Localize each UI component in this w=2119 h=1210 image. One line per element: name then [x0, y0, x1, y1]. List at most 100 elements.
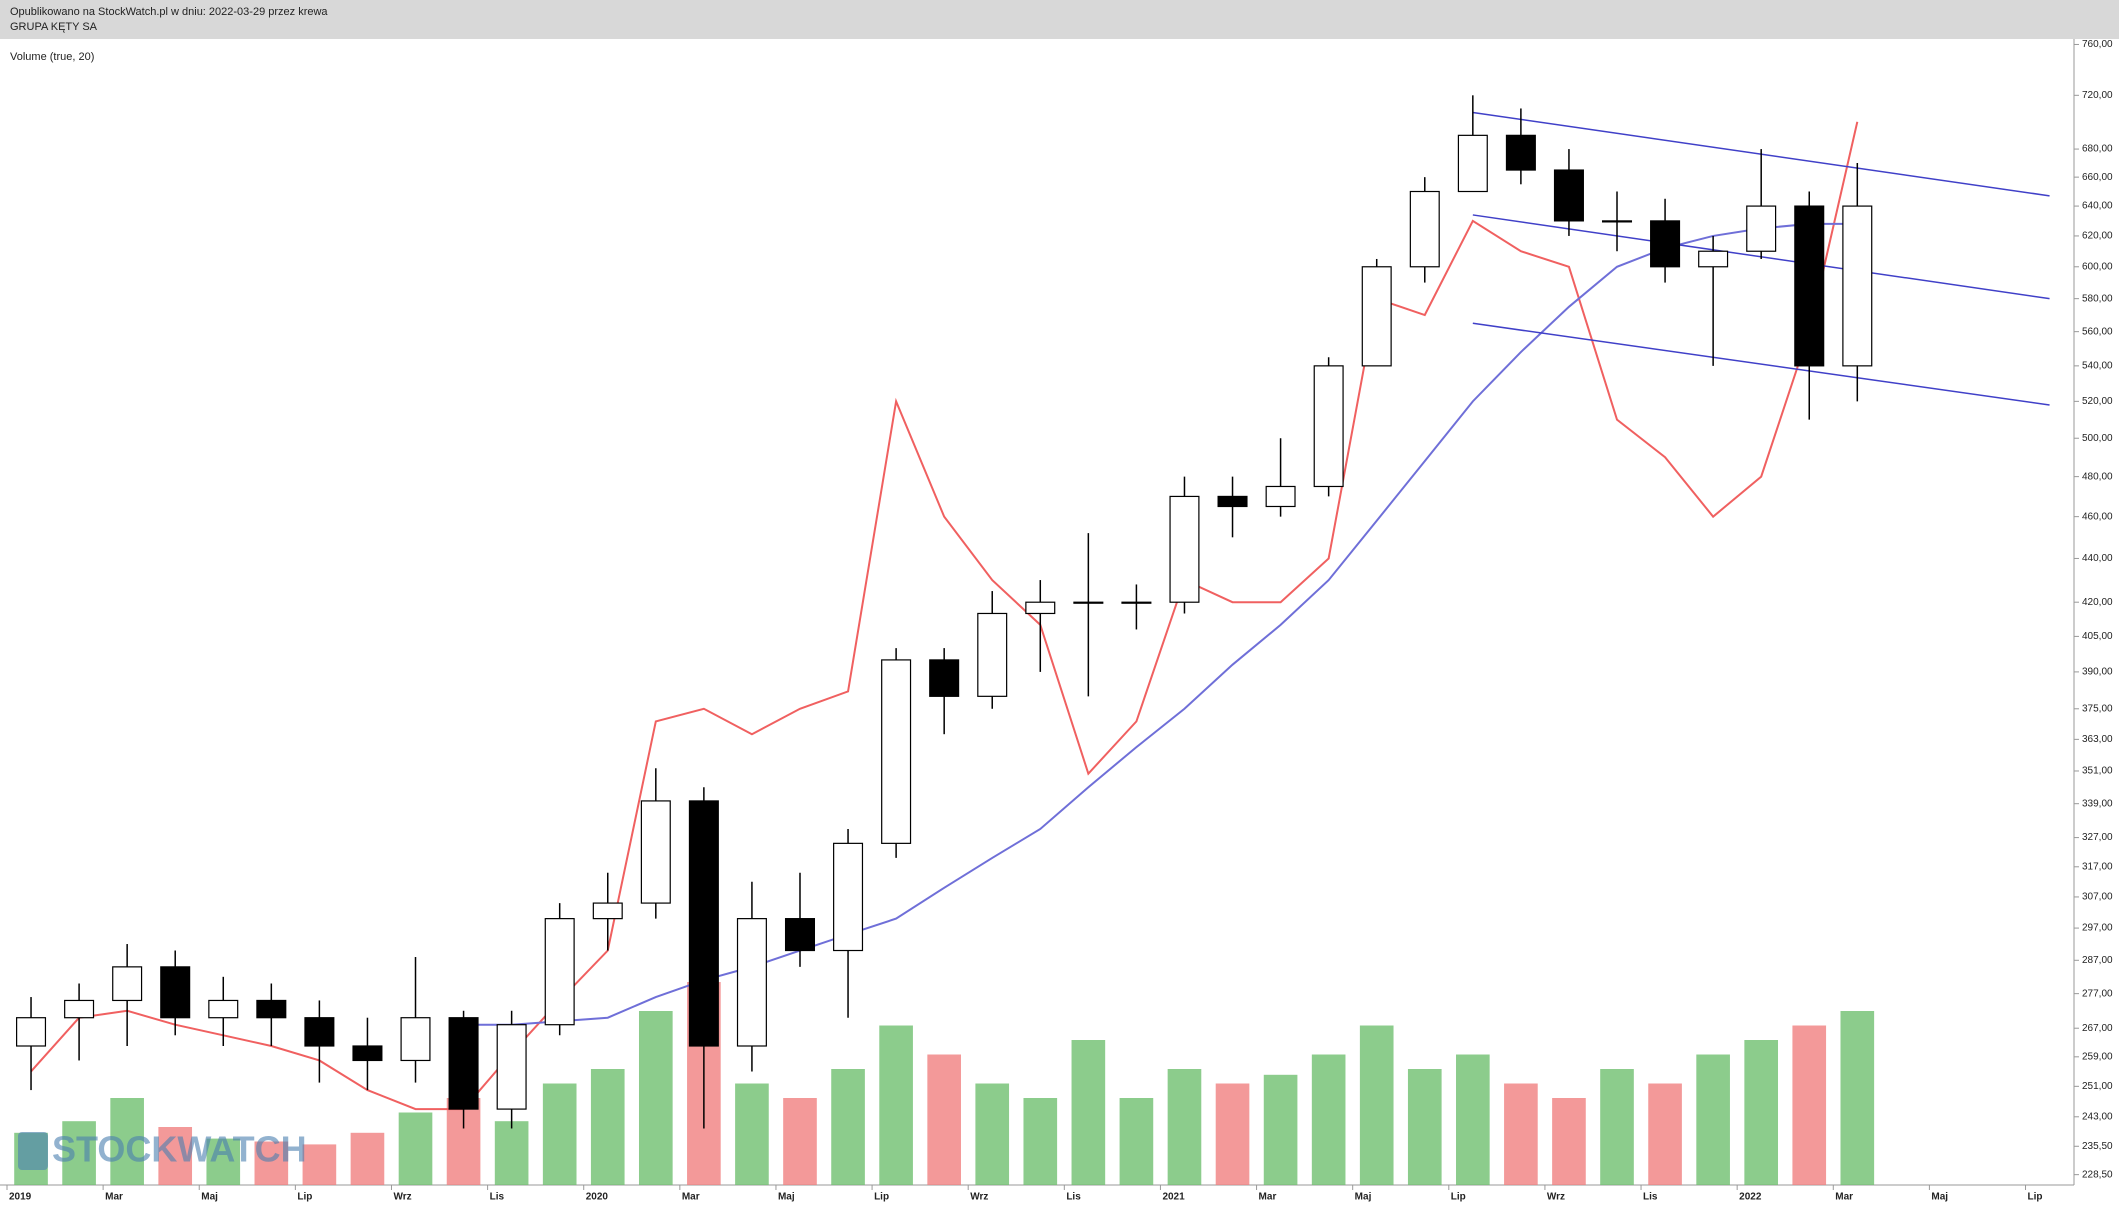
candle-body: [929, 659, 960, 697]
x-tick-label: Maj: [201, 1192, 218, 1203]
volume-bar: [783, 1098, 817, 1185]
candle-body: [736, 918, 767, 1047]
y-tick-label: 520,00: [2082, 396, 2113, 407]
candle-body: [64, 999, 95, 1019]
x-tick-label: Lis: [1643, 1192, 1658, 1203]
candle-body: [1073, 601, 1104, 604]
candle-body: [688, 800, 719, 1047]
candle-body: [544, 918, 575, 1026]
header-line: GRUPA KĘTY SA: [10, 21, 98, 33]
x-tick-label: Lip: [2028, 1192, 2043, 1203]
y-tick-label: 480,00: [2082, 471, 2113, 482]
volume-bar: [1840, 1011, 1875, 1185]
x-tick-label: Mar: [105, 1192, 123, 1203]
y-tick-label: 297,00: [2082, 923, 2113, 934]
y-tick-label: 580,00: [2082, 293, 2113, 304]
indicator-label: Volume (true, 20): [10, 51, 94, 63]
candle-body: [784, 918, 816, 952]
y-tick-label: 540,00: [2082, 361, 2113, 372]
line-series: [463, 222, 1858, 1026]
candle-body: [448, 1017, 479, 1110]
candle-body: [1650, 220, 1681, 268]
volume-bar: [1744, 1040, 1779, 1185]
candle-body: [304, 1017, 335, 1047]
volume-bar: [542, 1083, 577, 1185]
y-tick-label: 420,00: [2082, 597, 2113, 608]
y-tick-label: 351,00: [2082, 766, 2113, 777]
candle-body: [160, 966, 191, 1019]
candle-body: [1313, 365, 1344, 488]
y-tick-label: 660,00: [2082, 172, 2113, 183]
volume-bar: [1648, 1083, 1682, 1185]
logo-icon: [18, 1132, 48, 1170]
x-tick-label: Lis: [490, 1192, 505, 1203]
candle-body: [833, 842, 864, 952]
y-tick-label: 760,00: [2082, 39, 2113, 50]
plot: 760,00 720,00 680,00 660,00 640,00 620,00 600,…: [6, 39, 2113, 1203]
candle-body: [1553, 169, 1584, 222]
y-tick-label: 307,00: [2082, 892, 2113, 903]
candle-body: [640, 800, 671, 904]
x-tick-label: 2020: [586, 1192, 609, 1203]
volume-bar: [1359, 1025, 1394, 1185]
volume-bar: [62, 1121, 96, 1185]
candle-body: [1698, 250, 1729, 268]
x-tick-label: Lip: [1451, 1192, 1466, 1203]
candle-body: [1361, 266, 1392, 367]
y-tick-label: 560,00: [2082, 326, 2113, 337]
volume-bar: [590, 1069, 625, 1185]
candle-body: [1217, 495, 1248, 508]
volume-bar: [638, 1011, 673, 1185]
x-tick-label: Maj: [1355, 1192, 1372, 1203]
volume-bar: [350, 1132, 385, 1185]
x-tick-label: Lip: [874, 1192, 889, 1203]
candle-body: [1409, 190, 1440, 268]
volume-bar: [206, 1138, 241, 1185]
volume-bar: [1552, 1098, 1586, 1185]
y-tick-label: 277,00: [2082, 988, 2113, 999]
volume-bar: [879, 1025, 913, 1185]
x-tick-label: Wrz: [970, 1192, 988, 1203]
x-tick-label: 2022: [1739, 1192, 1762, 1203]
volume-bar: [302, 1144, 337, 1185]
y-tick-label: 363,00: [2082, 734, 2113, 745]
x-tick-label: Maj: [1931, 1192, 1948, 1203]
y-tick-label: 267,00: [2082, 1023, 2113, 1034]
x-tick-label: Lip: [297, 1192, 312, 1203]
y-tick-label: 327,00: [2082, 832, 2113, 843]
y-tick-label: 620,00: [2082, 231, 2113, 242]
y-tick-label: 375,00: [2082, 703, 2113, 714]
y-tick-label: 680,00: [2082, 144, 2113, 155]
y-tick-label: 640,00: [2082, 201, 2113, 212]
x-tick-label: Mar: [1259, 1192, 1277, 1203]
candle-body: [1169, 495, 1200, 603]
y-tick-label: 317,00: [2082, 861, 2113, 872]
y-tick-label: 228,50: [2082, 1169, 2113, 1180]
volume-bar: [1696, 1054, 1730, 1185]
volume-bar: [1504, 1083, 1538, 1185]
volume-bar: [831, 1069, 865, 1185]
candle-body: [1794, 205, 1825, 367]
candle-body: [256, 999, 287, 1019]
volume-bar: [1600, 1069, 1634, 1185]
y-tick-label: 287,00: [2082, 955, 2113, 966]
y-tick-label: 243,00: [2082, 1111, 2113, 1122]
y-tick-label: 500,00: [2082, 433, 2113, 444]
candle-body: [496, 1024, 527, 1110]
candle-body: [112, 966, 143, 1002]
line-series: [30, 121, 1859, 1111]
volume-bar: [1263, 1074, 1298, 1185]
y-tick-label: 259,00: [2082, 1051, 2113, 1062]
channel-line: [1472, 322, 2050, 406]
candle-body: [208, 999, 239, 1019]
y-tick-label: 460,00: [2082, 511, 2113, 522]
volume-bar: [110, 1098, 144, 1185]
candle-body: [1457, 134, 1488, 193]
y-tick-label: 251,00: [2082, 1081, 2113, 1092]
candle-body: [1025, 601, 1056, 615]
volume-bar: [1119, 1098, 1154, 1185]
candle-body: [400, 1017, 431, 1062]
candle-body: [1842, 205, 1873, 367]
x-tick-label: Wrz: [1547, 1192, 1565, 1203]
